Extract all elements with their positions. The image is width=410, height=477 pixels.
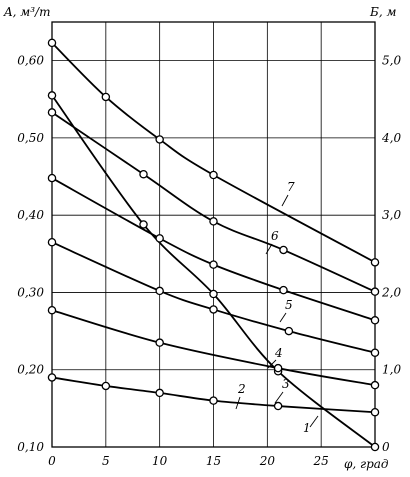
y-right-tick-label: 4,0 <box>381 131 401 145</box>
data-point-series-5 <box>370 316 380 325</box>
leader-line-7 <box>281 194 289 207</box>
y-right-tick-label: 5,0 <box>382 54 401 68</box>
tick-labels: 0 5 10 15 20 250,100,200,300,400,500,6001,02,… <box>17 54 401 468</box>
x-tick-label: 5 <box>102 454 110 468</box>
x-tick-label: 20 <box>259 454 276 468</box>
y-left-tick-label: 0,40 <box>17 208 44 222</box>
series-line-3 <box>51 309 376 387</box>
data-point-series-1 <box>209 289 218 299</box>
series-label-3: 3 <box>282 377 290 391</box>
leader-line-6 <box>265 243 273 255</box>
y-right-tick-label: 2,0 <box>381 285 401 299</box>
data-point-series-6 <box>139 169 148 179</box>
series-labels: 1 2 3 4 5 6 7 <box>235 180 319 435</box>
plot-frame <box>51 21 376 448</box>
y-left-tick-label: 0,50 <box>17 131 44 145</box>
y-left-tick-label: 0,10 <box>17 440 44 454</box>
data-point-series-6 <box>370 287 380 296</box>
data-point-series-7 <box>155 135 164 144</box>
y-left-tick-label: 0,60 <box>17 54 44 68</box>
data-point-series-3 <box>155 338 164 347</box>
data-point-series-4 <box>284 326 294 336</box>
series-layer <box>47 38 380 452</box>
leader-line-2 <box>235 396 241 410</box>
data-point-series-3 <box>47 305 57 315</box>
data-point-series-5 <box>279 285 288 295</box>
leader-line-3 <box>274 391 284 404</box>
grid <box>51 22 375 448</box>
data-point-series-2 <box>155 388 164 398</box>
y-left-tick-label: 0,20 <box>17 363 44 377</box>
series-label-7: 7 <box>287 180 295 194</box>
series-label-2: 2 <box>237 382 246 396</box>
data-point-series-3 <box>273 363 283 373</box>
data-point-series-2 <box>370 407 380 417</box>
data-point-series-7 <box>209 170 218 180</box>
series-label-5: 5 <box>285 298 293 312</box>
data-point-series-4 <box>209 305 218 314</box>
leader-line-5 <box>279 312 287 323</box>
y-left-axis-label: A, м³/т <box>3 5 50 19</box>
series-label-4: 4 <box>274 346 283 360</box>
x-axis-label: φ, град <box>344 457 389 471</box>
data-point-series-2 <box>101 381 111 391</box>
y-left-tick-label: 0,30 <box>17 285 44 299</box>
data-point-series-1 <box>139 220 148 229</box>
data-point-series-4 <box>370 348 380 357</box>
data-point-series-5 <box>155 234 164 243</box>
x-tick-label: 10 <box>152 454 168 468</box>
series-label-6: 6 <box>271 229 279 243</box>
data-point-series-4 <box>47 237 57 247</box>
data-point-series-5 <box>209 260 218 269</box>
data-point-series-2 <box>273 401 283 411</box>
data-point-series-6 <box>47 108 57 117</box>
data-point-series-6 <box>279 245 288 255</box>
y-right-tick-label: 3,0 <box>382 208 401 222</box>
data-point-series-7 <box>47 38 57 48</box>
series-label-1: 1 <box>303 421 311 435</box>
data-point-series-3 <box>370 380 380 390</box>
data-point-series-1 <box>370 442 380 452</box>
data-point-series-4 <box>155 286 164 296</box>
data-point-series-5 <box>47 173 57 183</box>
leader-line-1 <box>309 415 319 428</box>
x-tick-label: 0 <box>48 454 56 468</box>
data-point-series-1 <box>47 91 57 100</box>
data-point-series-6 <box>209 217 218 226</box>
y-right-tick-label: 1,0 <box>382 363 401 377</box>
data-point-series-2 <box>209 396 218 405</box>
leader-line-4 <box>267 359 277 369</box>
y-right-axis-label: Б, м <box>369 5 396 19</box>
data-point-series-2 <box>47 373 57 382</box>
data-point-series-7 <box>101 92 111 102</box>
x-tick-label: 15 <box>206 454 221 468</box>
x-tick-label: 25 <box>313 454 329 468</box>
y-right-tick-label: 0 <box>382 440 390 454</box>
series-line-7 <box>51 42 376 264</box>
data-point-series-7 <box>370 258 380 267</box>
